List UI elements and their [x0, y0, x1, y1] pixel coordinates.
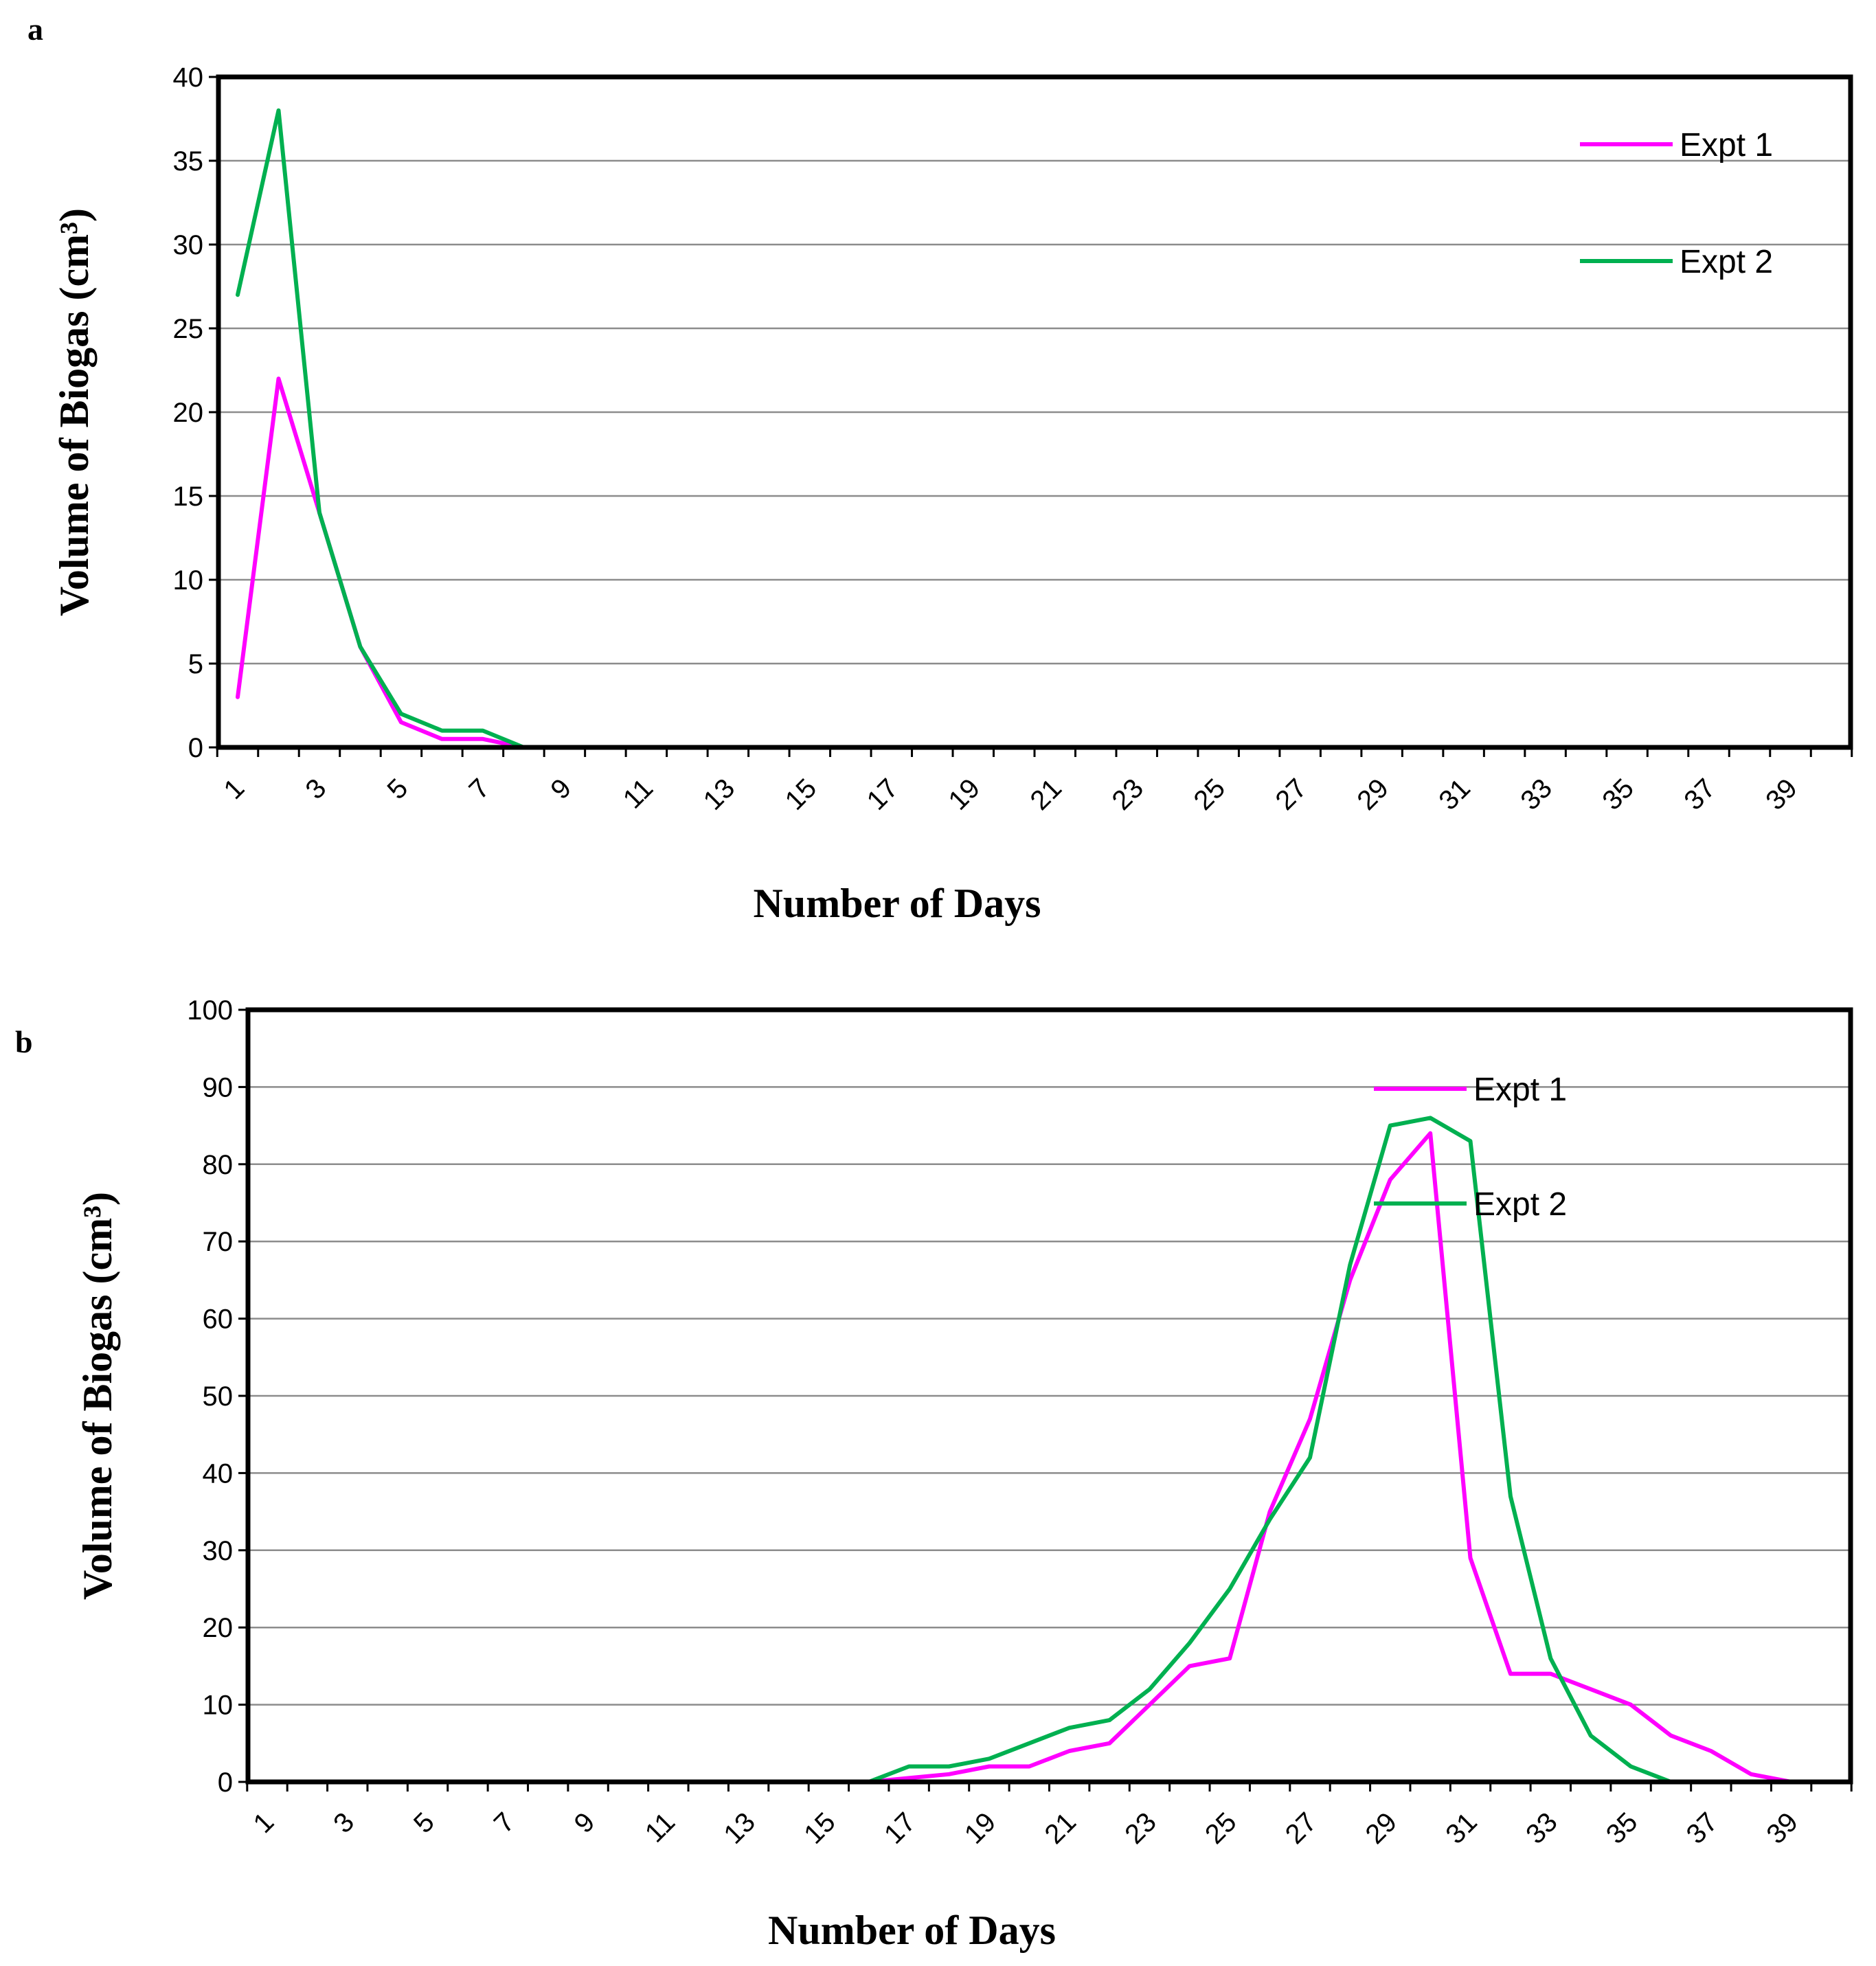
series-line-expt-1 [236, 376, 1833, 749]
x-tick-label: 5 [408, 1807, 440, 1839]
x-tick-label: 3 [328, 1807, 360, 1839]
y-tick-label: 90 [203, 1072, 234, 1103]
x-tick-label: 23 [1119, 1807, 1162, 1850]
y-tick-label: 0 [188, 733, 203, 763]
y-tick-label: 10 [203, 1691, 234, 1721]
y-tick-label: 70 [203, 1227, 234, 1257]
x-tick-label: 27 [1280, 1807, 1323, 1850]
y-tick-label: 30 [173, 230, 204, 260]
x-tick-label: 19 [943, 773, 986, 816]
x-tick-label: 3 [300, 773, 332, 805]
x-tick-label: 33 [1520, 1807, 1563, 1850]
y-tick-label: 25 [173, 314, 204, 344]
x-tick-label: 21 [1039, 1807, 1082, 1850]
y-tick-label: 0 [218, 1767, 233, 1798]
x-tick-label: 31 [1433, 773, 1476, 816]
y-tick-label: 10 [173, 565, 204, 596]
y-tick-label: 40 [203, 1458, 234, 1489]
x-tick-label: 1 [218, 773, 251, 805]
x-tick-label: 5 [381, 773, 414, 805]
y-tick-label: 40 [173, 63, 204, 93]
x-tick-label: 1 [248, 1807, 280, 1839]
x-tick-label: 21 [1025, 773, 1068, 816]
x-tick-label: 9 [569, 1807, 601, 1839]
series-line-expt-1 [265, 1131, 1833, 1784]
panel-label: a [27, 12, 43, 47]
x-tick-label: 37 [1681, 1807, 1724, 1850]
legend-label: Expt 2 [1680, 244, 1773, 280]
x-tick-label: 37 [1678, 773, 1721, 816]
legend-label: Expt 1 [1680, 127, 1773, 163]
y-tick-label: 30 [203, 1536, 234, 1566]
x-tick-label: 17 [879, 1807, 922, 1850]
y-tick-label: 100 [187, 995, 233, 1026]
y-tick-label: 20 [173, 398, 204, 428]
x-tick-label: 7 [463, 773, 495, 805]
x-tick-label: 9 [545, 773, 577, 805]
x-tick-label: 7 [488, 1807, 521, 1839]
x-tick-label: 13 [698, 773, 741, 816]
panel-label: b [15, 1024, 33, 1059]
legend-label: Expt 2 [1473, 1186, 1567, 1223]
x-tick-label: 27 [1269, 773, 1313, 816]
y-tick-label: 20 [203, 1613, 234, 1643]
x-tick-label: 39 [1761, 1807, 1804, 1850]
x-tick-label: 31 [1440, 1807, 1483, 1850]
x-tick-label: 17 [861, 773, 905, 816]
x-tick-label: 19 [959, 1807, 1002, 1850]
x-tick-label: 25 [1188, 773, 1231, 816]
x-tick-label: 23 [1107, 773, 1150, 816]
x-tick-label: 25 [1199, 1807, 1243, 1850]
plot-frame [216, 74, 1853, 750]
x-tick-label: 35 [1601, 1807, 1644, 1850]
legend-label: Expt 1 [1473, 1072, 1567, 1108]
x-tick-label: 15 [798, 1807, 841, 1850]
y-tick-label: 5 [188, 649, 203, 679]
x-tick-label: 39 [1760, 773, 1803, 816]
x-axis-title: Number of Days [768, 1908, 1056, 1953]
series-line-expt-2 [236, 108, 1833, 749]
series-line-expt-2 [265, 1116, 1833, 1784]
x-tick-label: 29 [1351, 773, 1394, 816]
x-tick-label: 35 [1596, 773, 1640, 816]
y-axis-title: Volume of Biogas (cm³) [52, 208, 97, 616]
y-tick-label: 60 [203, 1304, 234, 1335]
plot-frame [245, 1007, 1853, 1785]
y-tick-label: 35 [173, 146, 204, 177]
x-tick-label: 11 [640, 1807, 681, 1848]
x-tick-label: 11 [618, 773, 659, 814]
x-axis-title: Number of Days [754, 881, 1041, 926]
y-tick-label: 15 [173, 482, 204, 512]
y-tick-label: 50 [203, 1381, 234, 1412]
y-tick-label: 80 [203, 1150, 234, 1180]
y-axis-title: Volume of Biogas (cm³) [75, 1192, 120, 1600]
x-tick-label: 13 [718, 1807, 761, 1850]
x-tick-label: 29 [1360, 1807, 1403, 1850]
x-tick-label: 15 [780, 773, 823, 816]
x-tick-label: 33 [1515, 773, 1558, 816]
